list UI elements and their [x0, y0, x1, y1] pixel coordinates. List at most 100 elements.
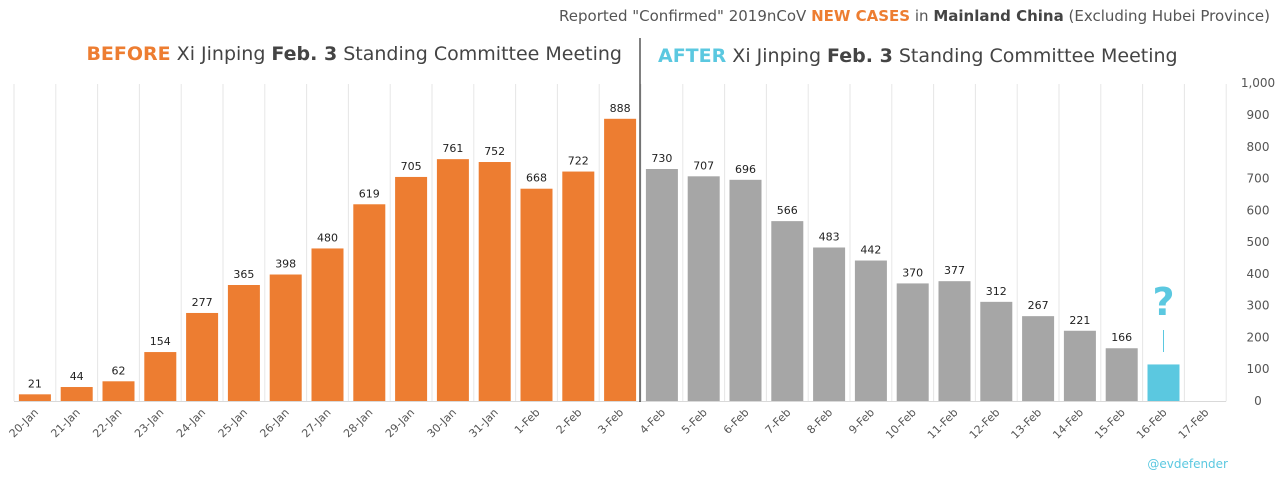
- y-tick-0: 0: [1254, 394, 1262, 408]
- data-label-5-Feb: 707: [693, 159, 714, 172]
- x-tick-6-Feb: 6-Feb: [721, 406, 752, 437]
- x-tick-28-Jan: 28-Jan: [341, 406, 375, 440]
- data-label-2-Feb: 722: [568, 155, 589, 168]
- bar-27-Jan: [311, 248, 344, 401]
- bars: [18, 118, 1180, 401]
- bar-29-Jan: [395, 176, 428, 401]
- x-tick-30-Jan: 30-Jan: [425, 406, 459, 440]
- x-tick-11-Feb: 11-Feb: [925, 406, 961, 442]
- bar-15-Feb: [1105, 348, 1138, 401]
- x-tick-26-Jan: 26-Jan: [257, 406, 291, 440]
- bar-3-Feb: [604, 118, 637, 401]
- x-tick-17-Feb: 17-Feb: [1176, 406, 1212, 442]
- data-label-25-Jan: 365: [233, 268, 254, 281]
- x-tick-4-Feb: 4-Feb: [637, 406, 668, 437]
- y-tick-400: 400: [1247, 267, 1270, 281]
- x-tick-27-Jan: 27-Jan: [299, 406, 333, 440]
- x-tick-20-Jan: 20-Jan: [7, 406, 41, 440]
- y-axis: 0 100 200 300 400 500 600 700 800 900 1,000: [1241, 76, 1275, 408]
- chart-title: Reported "Confirmed" 2019nCoV NEW CASES …: [559, 7, 1270, 25]
- x-tick-16-Feb: 16-Feb: [1134, 406, 1170, 442]
- bar-2-Feb: [562, 171, 595, 401]
- data-label-4-Feb: 730: [651, 152, 672, 165]
- x-tick-7-Feb: 7-Feb: [763, 406, 794, 437]
- x-tick-31-Jan: 31-Jan: [466, 406, 500, 440]
- y-tick-300: 300: [1247, 299, 1270, 313]
- y-tick-900: 900: [1247, 108, 1270, 122]
- data-label-9-Feb: 442: [860, 244, 881, 257]
- x-tick-21-Jan: 21-Jan: [48, 406, 82, 440]
- x-tick-12-Feb: 12-Feb: [967, 406, 1003, 442]
- y-tick-800: 800: [1247, 140, 1270, 154]
- x-tick-3-Feb: 3-Feb: [595, 406, 626, 437]
- bar-7-Feb: [771, 221, 804, 401]
- bar-22-Jan: [102, 381, 135, 401]
- data-label-8-Feb: 483: [819, 231, 840, 244]
- bar-14-Feb: [1063, 330, 1096, 401]
- x-tick-13-Feb: 13-Feb: [1009, 406, 1045, 442]
- bar-1-Feb: [520, 188, 553, 401]
- y-tick-200: 200: [1247, 330, 1270, 344]
- x-tick-24-Jan: 24-Jan: [174, 406, 208, 440]
- data-label-29-Jan: 705: [401, 160, 422, 173]
- data-label-31-Jan: 752: [484, 145, 505, 158]
- x-tick-25-Jan: 25-Jan: [216, 406, 250, 440]
- y-tick-500: 500: [1247, 235, 1270, 249]
- bar-4-Feb: [645, 169, 678, 401]
- data-label-22-Jan: 62: [112, 364, 126, 377]
- y-tick-700: 700: [1247, 172, 1270, 186]
- data-label-12-Feb: 312: [986, 285, 1007, 298]
- bar-26-Jan: [269, 274, 302, 401]
- y-tick-1000: 1,000: [1241, 76, 1275, 90]
- data-label-26-Jan: 398: [275, 258, 296, 271]
- x-tick-9-Feb: 9-Feb: [846, 406, 877, 437]
- y-tick-600: 600: [1247, 203, 1270, 217]
- before-heading: BEFORE Xi Jinping Feb. 3 Standing Commit…: [86, 43, 622, 65]
- x-tick-2-Feb: 2-Feb: [554, 406, 585, 437]
- x-tick-8-Feb: 8-Feb: [804, 406, 835, 437]
- data-label-14-Feb: 221: [1069, 314, 1090, 327]
- data-label-1-Feb: 668: [526, 172, 547, 185]
- data-label-21-Jan: 44: [70, 370, 84, 383]
- credit-handle: @evdefender: [1147, 457, 1228, 471]
- bar-24-Jan: [186, 312, 219, 401]
- data-label-7-Feb: 566: [777, 204, 798, 217]
- bar-6-Feb: [729, 179, 762, 401]
- bar-12-Feb: [980, 301, 1013, 401]
- bar-5-Feb: [687, 176, 720, 401]
- bar-30-Jan: [436, 159, 469, 401]
- bar-23-Jan: [144, 352, 177, 401]
- bar-20-Jan: [18, 394, 51, 401]
- data-label-6-Feb: 696: [735, 163, 756, 176]
- x-tick-29-Jan: 29-Jan: [383, 406, 417, 440]
- data-label-20-Jan: 21: [28, 377, 42, 390]
- bar-21-Jan: [60, 387, 93, 401]
- data-label-13-Feb: 267: [1028, 299, 1049, 312]
- data-label-24-Jan: 277: [192, 296, 213, 309]
- bar-9-Feb: [854, 260, 887, 401]
- bar-16-Feb: [1147, 364, 1180, 401]
- after-heading: AFTER Xi Jinping Feb. 3 Standing Committ…: [658, 45, 1178, 67]
- data-label-11-Feb: 377: [944, 264, 965, 277]
- x-tick-15-Feb: 15-Feb: [1092, 406, 1128, 442]
- bar-8-Feb: [813, 247, 846, 401]
- x-tick-10-Feb: 10-Feb: [883, 406, 919, 442]
- bar-10-Feb: [896, 283, 929, 401]
- bar-31-Jan: [478, 162, 511, 401]
- data-label-10-Feb: 370: [902, 266, 923, 279]
- unknown-value-question-mark: ?: [1152, 280, 1174, 324]
- data-label-3-Feb: 888: [610, 102, 631, 115]
- x-tick-1-Feb: 1-Feb: [512, 406, 543, 437]
- x-tick-23-Jan: 23-Jan: [132, 406, 166, 440]
- data-label-15-Feb: 166: [1111, 331, 1132, 344]
- grid-lines: [13, 84, 1227, 401]
- data-label-27-Jan: 480: [317, 231, 338, 244]
- data-label-28-Jan: 619: [359, 187, 380, 200]
- x-tick-5-Feb: 5-Feb: [679, 406, 710, 437]
- x-axis: 20-Jan 21-Jan 22-Jan 23-Jan 24-Jan 25-Jan 26-J…: [7, 401, 1227, 442]
- x-tick-14-Feb: 14-Feb: [1050, 406, 1086, 442]
- data-label-30-Jan: 761: [442, 142, 463, 155]
- x-tick-22-Jan: 22-Jan: [90, 406, 124, 440]
